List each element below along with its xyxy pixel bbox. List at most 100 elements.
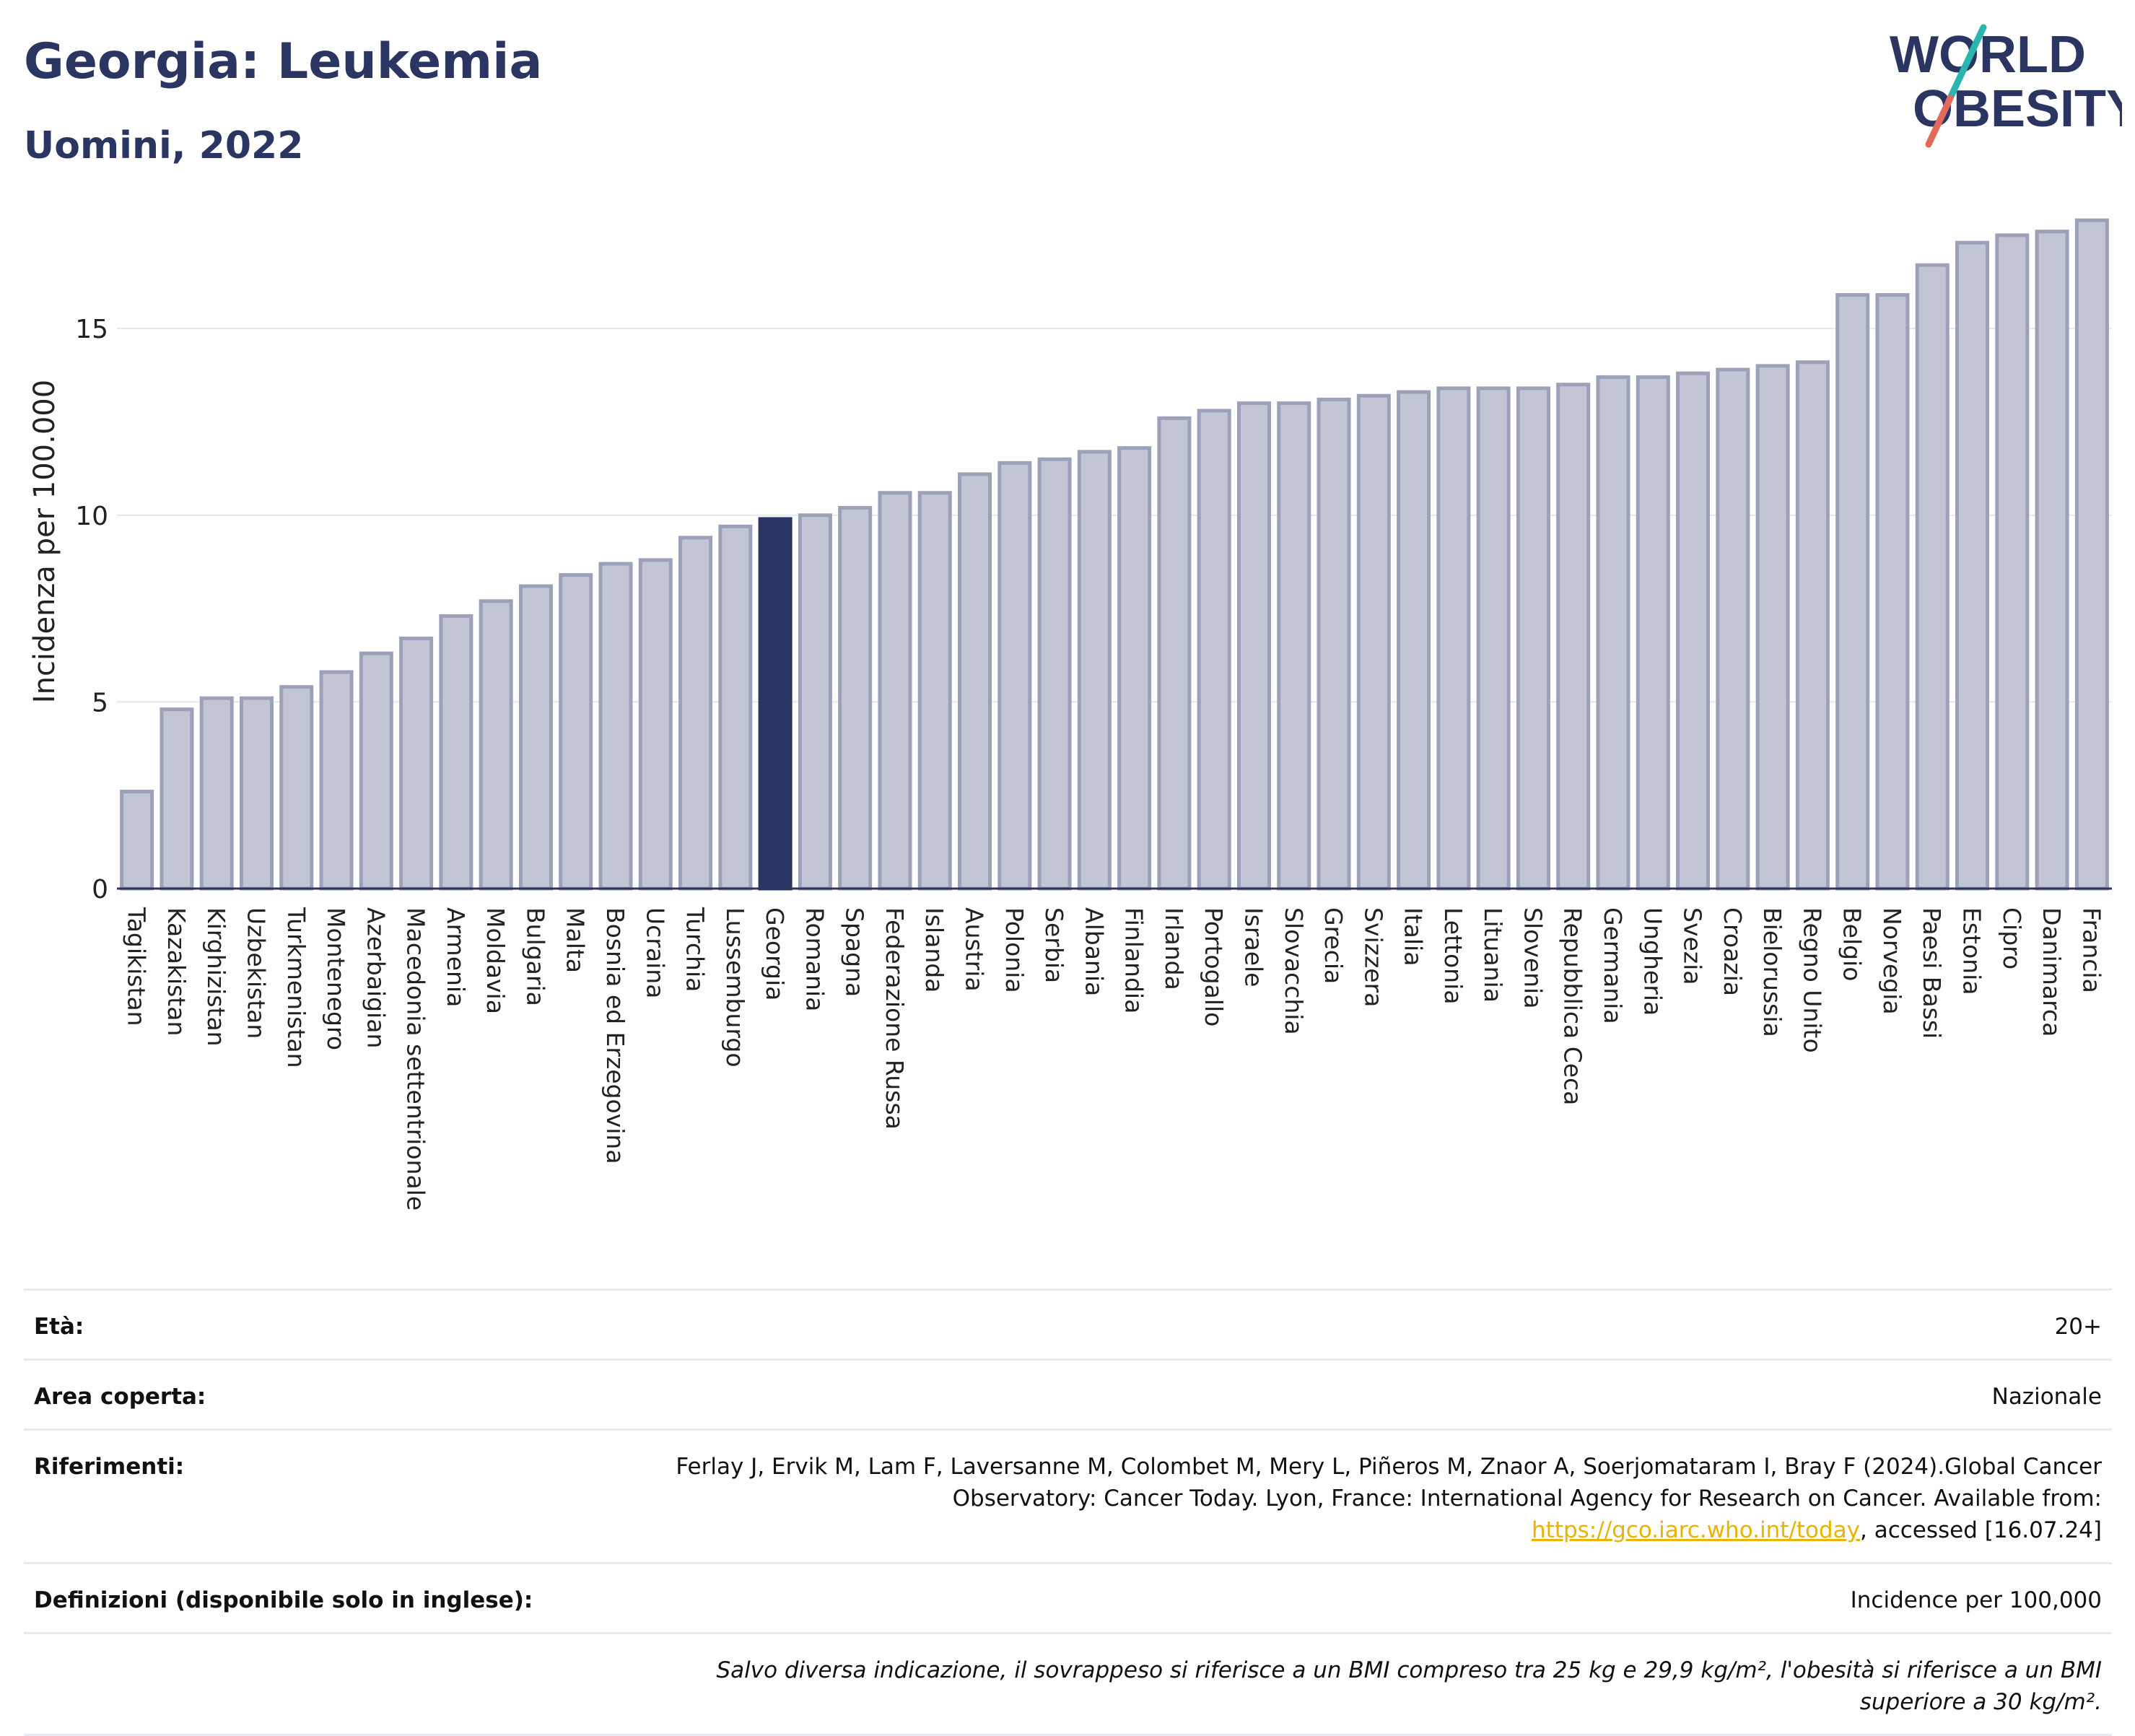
bar-chart: 0 5 10 15 Tagikistan Kazakistan Kirghizistan Uz… [28,218,2112,1211]
x-tick-label: Svezia [1679,907,1707,985]
x-tick-label: Lussemburgo [721,907,749,1068]
x-tick-label: Serbia [1040,907,1068,983]
bar [1875,293,1910,891]
bar [559,573,593,891]
x-tick-label: Belgio [1838,907,1867,981]
bar [439,614,473,891]
info-table: Età: 20+ Area coperta: Nazionale Riferim… [24,1288,2112,1736]
y-tick-label: 5 [92,688,108,717]
x-tick-label: Croazia [1719,907,1747,996]
bar [199,696,234,891]
bar [1197,409,1231,891]
bar [1636,375,1670,891]
x-tick-label: Bosnia ed Erzegovina [601,907,629,1164]
references-text: Ferlay J, Ervik M, Lam F, Laversanne M, … [676,1454,2102,1512]
bar [2035,230,2069,891]
x-tick-label: Cipro [1998,907,2026,969]
x-tick-label: Turkmenistan [282,907,310,1068]
x-tick-label: Repubblica Ceca [1559,907,1587,1105]
info-row-age: Età: 20+ [24,1288,2112,1358]
x-tick-label: Bielorussia [1758,907,1786,1037]
y-tick-label: 10 [75,502,108,531]
references-label: Riferimenti: [34,1454,185,1480]
bar [638,558,673,891]
y-tick-label: 15 [75,315,108,344]
bar [917,491,952,891]
bar [1436,386,1471,891]
x-tick-label: Danimarca [2038,907,2066,1037]
x-tick-label: Bulgaria [521,907,549,1006]
bar [1077,450,1112,891]
area-label: Area coperta: [34,1384,206,1410]
bar [997,461,1032,891]
x-tick-label: Polonia [1000,907,1029,993]
bar [1915,263,1950,891]
x-tick-label: Uzbekistan [242,907,270,1039]
bar [1236,401,1271,891]
x-tick-label: Paesi Bassi [1918,907,1946,1039]
definitions-label: Definizioni (disponibile solo in inglese… [34,1587,533,1613]
bar [1556,383,1591,891]
bar [1397,390,1431,891]
x-tick-label: Estonia [1958,907,1986,995]
info-row-definitions: Definizioni (disponibile solo in inglese… [24,1562,2112,1632]
info-row-note: Salvo diversa indicazione, il sovrappeso… [24,1632,2112,1734]
y-axis-label: Incidenza per 100.000 [28,380,61,703]
references-value: Ferlay J, Ervik M, Lam F, Laversanne M, … [644,1451,2102,1546]
logo-slash-teal [1945,24,1987,105]
x-tick-label: Austria [961,907,989,992]
logo-slash-coral [1925,95,1954,148]
bar [399,636,434,891]
bar [1755,364,1790,891]
info-row-references: Riferimenti: Ferlay J, Ervik M, Lam F, L… [24,1429,2112,1562]
x-tick-label: Kirghizistan [202,907,230,1047]
bar [718,524,753,891]
bar [1516,386,1550,891]
references-link[interactable]: https://gco.iarc.who.int/today [1532,1517,1860,1543]
bar [838,505,873,891]
age-label: Età: [34,1314,84,1340]
x-tick-label: Slovacchia [1280,907,1308,1035]
bar [1277,401,1311,891]
x-tick-label: Svizzera [1359,907,1387,1007]
bar [878,491,912,891]
bar [1716,367,1750,891]
x-tick-label: Regno Unito [1798,907,1826,1053]
bar-highlight [758,517,793,891]
area-value: Nazionale [1991,1384,2102,1410]
x-tick-label: Italia [1400,907,1428,966]
x-tick-label: Slovenia [1519,907,1547,1008]
bar [1596,375,1630,891]
bar [120,790,154,891]
x-tick-label: Kazakistan [162,907,191,1036]
x-tick-label: Norvegia [1878,907,1906,1015]
bar-layer [120,218,2109,891]
x-tick-label: Finlandia [1120,907,1148,1013]
bar [798,513,832,891]
bar [518,584,553,891]
x-tick-label: Islanda [920,907,948,993]
bar [359,651,393,891]
logo-line1: WORLD [1890,26,2086,84]
bar [1157,416,1192,891]
x-tick-label: Portogallo [1200,907,1228,1026]
bar [958,472,992,891]
x-tick-label: Ucraina [641,907,669,998]
bar [1835,293,1870,891]
x-tick-label: Montenegro [322,907,350,1050]
x-tick-label: Tagikistan [123,907,151,1026]
x-tick-label: Lituania [1479,907,1507,1003]
x-tick-label: Israele [1239,907,1267,987]
x-tick-label: Armenia [442,907,470,1007]
bar [1356,393,1391,891]
y-tick-label: 0 [92,875,108,904]
bar [1476,386,1511,891]
x-tick-label: Francia [2077,907,2105,993]
bar [1037,457,1072,891]
bar [319,670,354,891]
bar [1995,233,2030,891]
bar [160,707,194,891]
bar [1795,360,1830,891]
axis-layer: 0 5 10 15 Tagikistan Kazakistan Kirghizistan Uz… [75,315,2112,1211]
world-obesity-logo: WORLD OBESITY [1890,24,2122,148]
